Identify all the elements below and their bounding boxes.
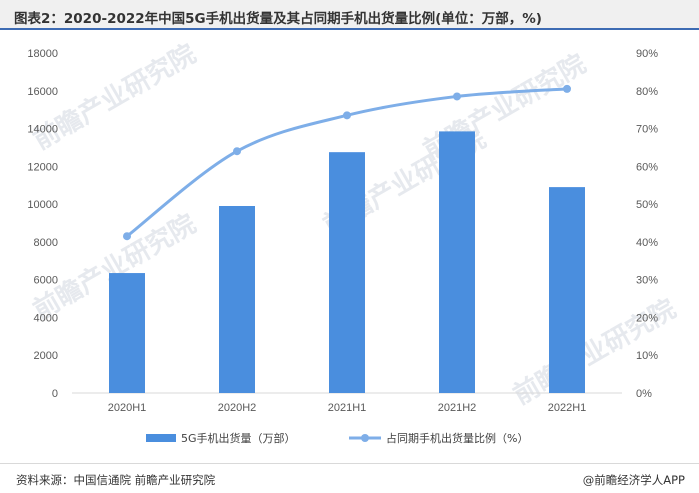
legend-swatch-bar bbox=[146, 434, 176, 442]
y-left-tick: 0 bbox=[52, 388, 58, 400]
legend-label-line: 占同期手机出货量比例（%） bbox=[386, 431, 528, 445]
source-note: 资料来源：中国信通院 前瞻产业研究院 bbox=[16, 473, 216, 487]
ratio-point-2020H1 bbox=[123, 232, 131, 241]
x-tick-2020H2: 2020H2 bbox=[218, 402, 257, 414]
x-axis-labels: 2020H1 2020H2 2021H1 2021H2 2022H1 bbox=[108, 402, 587, 414]
line-series bbox=[123, 84, 571, 241]
brand-credit: @前瞻经济学人APP bbox=[582, 473, 685, 487]
y-right-tick: 10% bbox=[636, 350, 658, 362]
ratio-point-2021H2 bbox=[453, 92, 461, 101]
legend-swatch-marker bbox=[361, 434, 369, 442]
x-tick-2022H1: 2022H1 bbox=[548, 402, 587, 414]
y-right-tick: 70% bbox=[636, 124, 658, 136]
chart-title: 图表2：2020-2022年中国5G手机出货量及其占同期手机出货量比例(单位：万… bbox=[0, 0, 699, 30]
y-right-tick: 30% bbox=[636, 275, 658, 287]
y-left-tick: 12000 bbox=[27, 161, 58, 173]
ratio-point-2021H1 bbox=[343, 111, 351, 120]
y-left-tick: 6000 bbox=[34, 275, 58, 287]
y-left-tick: 4000 bbox=[34, 312, 58, 324]
legend-label-bar: 5G手机出货量（万部） bbox=[181, 431, 296, 445]
x-tick-2021H2: 2021H2 bbox=[438, 402, 477, 414]
y-left-tick: 8000 bbox=[34, 237, 58, 249]
y-right-tick: 40% bbox=[636, 237, 658, 249]
legend: 5G手机出货量（万部） 占同期手机出货量比例（%） bbox=[146, 431, 528, 445]
y-right-tick: 90% bbox=[636, 48, 658, 60]
bar-series bbox=[109, 131, 585, 393]
ratio-point-2022H1 bbox=[563, 84, 571, 93]
y-left-tick: 10000 bbox=[27, 199, 58, 211]
x-tick-2021H1: 2021H1 bbox=[328, 402, 367, 414]
y-right-tick: 0% bbox=[636, 388, 652, 400]
y-right-tick: 60% bbox=[636, 161, 658, 173]
bar-2020H2 bbox=[219, 206, 255, 393]
y-right-tick: 20% bbox=[636, 312, 658, 324]
y-right-tick: 80% bbox=[636, 86, 658, 98]
bar-2021H1 bbox=[329, 152, 365, 393]
y-left-tick: 18000 bbox=[27, 48, 58, 60]
bar-2021H2 bbox=[439, 131, 475, 393]
ratio-point-2020H2 bbox=[233, 147, 241, 156]
y-right-tick: 50% bbox=[636, 199, 658, 211]
bar-2022H1 bbox=[549, 187, 585, 393]
x-tick-2020H1: 2020H1 bbox=[108, 402, 147, 414]
footer: 资料来源：中国信通院 前瞻产业研究院 @前瞻经济学人APP bbox=[0, 463, 699, 493]
y-left-tick: 16000 bbox=[27, 86, 58, 98]
axes: 0 2000 4000 6000 8000 10000 12000 14000 16000 180… bbox=[27, 48, 658, 400]
y-left-tick: 2000 bbox=[34, 350, 58, 362]
y-left-tick: 14000 bbox=[27, 124, 58, 136]
bar-2020H1 bbox=[109, 273, 145, 393]
